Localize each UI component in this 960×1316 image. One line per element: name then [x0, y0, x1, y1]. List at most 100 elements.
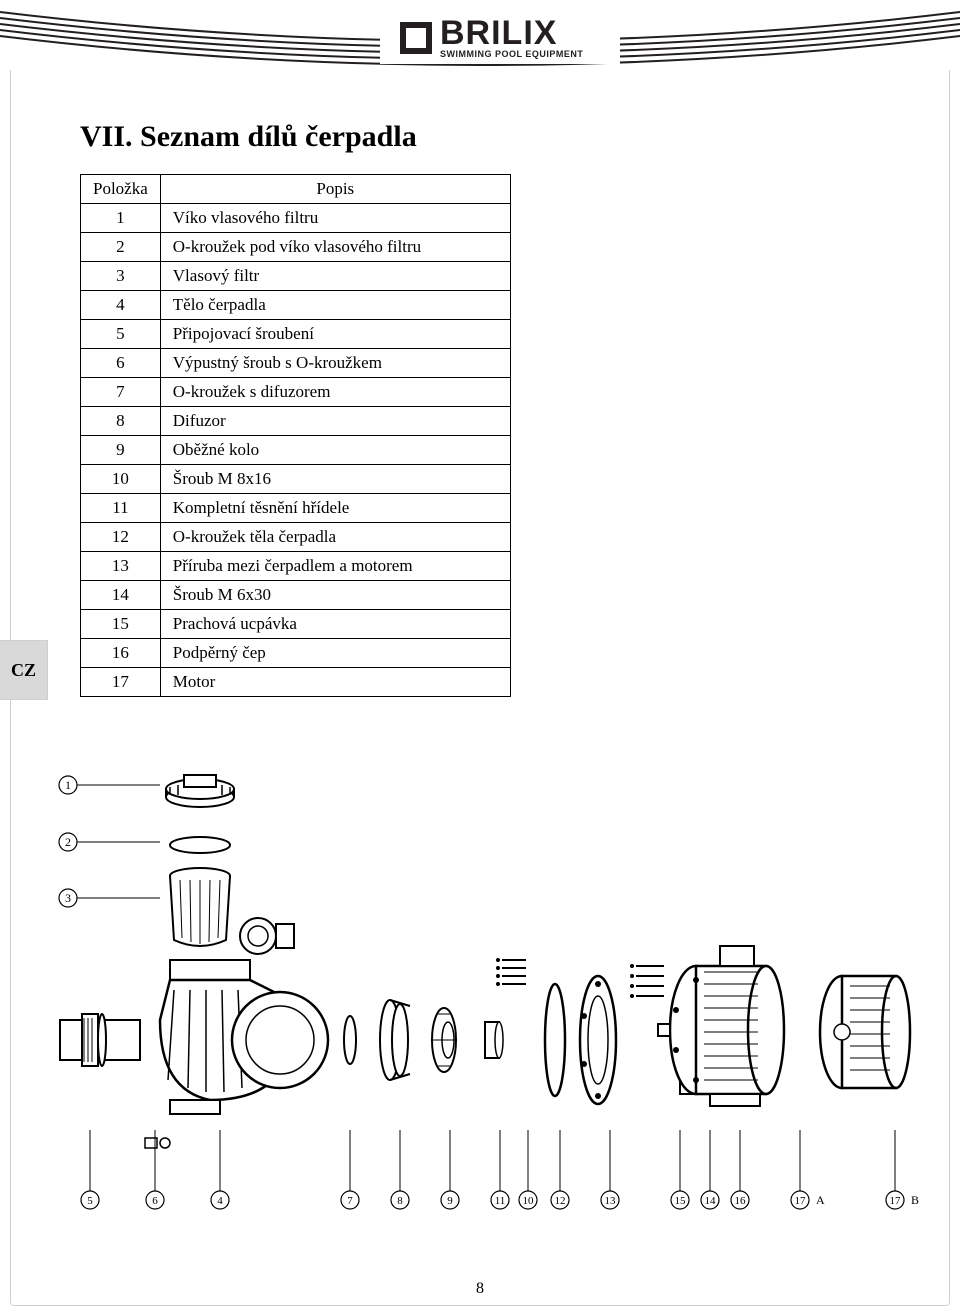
cell-item-desc: O-kroužek těla čerpadla: [160, 523, 510, 552]
callout-2: 2: [59, 833, 160, 851]
table-row: 1Víko vlasového filtru: [81, 204, 511, 233]
cell-item-desc: Tělo čerpadla: [160, 291, 510, 320]
svg-text:B: B: [911, 1193, 919, 1207]
table-row: 17Motor: [81, 668, 511, 697]
callout-10: 10: [519, 1130, 537, 1209]
cell-item-desc: Šroub M 6x30: [160, 581, 510, 610]
table-row: 5Připojovací šroubení: [81, 320, 511, 349]
svg-text:A: A: [816, 1193, 825, 1207]
cell-item-number: 5: [81, 320, 161, 349]
cell-item-number: 9: [81, 436, 161, 465]
table-row: 14Šroub M 6x30: [81, 581, 511, 610]
callout-14: 14: [701, 1130, 719, 1209]
svg-text:11: 11: [495, 1195, 506, 1207]
cell-item-desc: Prachová ucpávka: [160, 610, 510, 639]
table-row: 3Vlasový filtr: [81, 262, 511, 291]
svg-text:9: 9: [447, 1195, 453, 1207]
svg-text:4: 4: [217, 1195, 223, 1207]
cell-item-number: 11: [81, 494, 161, 523]
cell-item-desc: Difuzor: [160, 407, 510, 436]
cell-item-desc: Oběžné kolo: [160, 436, 510, 465]
svg-text:17: 17: [795, 1195, 807, 1207]
svg-text:6: 6: [152, 1195, 158, 1207]
svg-text:7: 7: [347, 1195, 353, 1207]
callout-15: 15: [671, 1130, 689, 1209]
table-row: 10Šroub M 8x16: [81, 465, 511, 494]
svg-text:5: 5: [87, 1195, 93, 1207]
svg-text:10: 10: [523, 1195, 535, 1207]
table-row: 4Tělo čerpadla: [81, 291, 511, 320]
cell-item-number: 14: [81, 581, 161, 610]
brand-tagline: SWIMMING POOL EQUIPMENT: [440, 49, 583, 59]
svg-text:8: 8: [397, 1195, 403, 1207]
cell-item-desc: Motor: [160, 668, 510, 697]
table-row: 7O-kroužek s difuzorem: [81, 378, 511, 407]
cell-item-number: 2: [81, 233, 161, 262]
cell-item-desc: Šroub M 8x16: [160, 465, 510, 494]
page-title: VII. Seznam dílů čerpadla: [80, 120, 880, 154]
cell-item-number: 6: [81, 349, 161, 378]
callout-11: 11: [491, 1130, 509, 1209]
table-row: 6Výpustný šroub s O-kroužkem: [81, 349, 511, 378]
callout-12: 12: [551, 1130, 569, 1209]
callout-1: 1: [59, 776, 160, 794]
page-number: 8: [0, 1280, 960, 1298]
cell-item-number: 7: [81, 378, 161, 407]
callout-4: 4: [211, 1130, 229, 1209]
svg-text:15: 15: [675, 1195, 687, 1207]
cell-item-number: 1: [81, 204, 161, 233]
table-row: 12O-kroužek těla čerpadla: [81, 523, 511, 552]
callout-7: 7: [341, 1130, 359, 1209]
col-header-desc: Popis: [160, 175, 510, 204]
cell-item-desc: O-kroužek s difuzorem: [160, 378, 510, 407]
table-row: 16Podpěrný čep: [81, 639, 511, 668]
callout-13: 13: [601, 1130, 619, 1209]
cell-item-number: 16: [81, 639, 161, 668]
parts-table: Položka Popis 1Víko vlasového filtru2O-k…: [80, 174, 511, 697]
table-row: 13Příruba mezi čerpadlem a motorem: [81, 552, 511, 581]
cell-item-desc: Výpustný šroub s O-kroužkem: [160, 349, 510, 378]
callout-16: 16: [731, 1130, 749, 1209]
col-header-item: Položka: [81, 175, 161, 204]
cell-item-desc: Příruba mezi čerpadlem a motorem: [160, 552, 510, 581]
callout-3: 3: [59, 889, 160, 907]
cell-item-number: 3: [81, 262, 161, 291]
cell-item-desc: Kompletní těsnění hřídele: [160, 494, 510, 523]
callout-17-B: 17 B: [886, 1130, 919, 1209]
svg-text:17: 17: [890, 1195, 902, 1207]
cell-item-desc: Podpěrný čep: [160, 639, 510, 668]
table-row: 11Kompletní těsnění hřídele: [81, 494, 511, 523]
table-row: 9Oběžné kolo: [81, 436, 511, 465]
callout-8: 8: [391, 1130, 409, 1209]
svg-text:1: 1: [65, 778, 71, 792]
brand-name: BRILIX: [440, 18, 557, 49]
cell-item-number: 17: [81, 668, 161, 697]
table-row: 2O-kroužek pod víko vlasového filtru: [81, 233, 511, 262]
svg-text:3: 3: [65, 891, 71, 905]
callout-5: 5: [81, 1130, 99, 1209]
svg-text:12: 12: [555, 1195, 566, 1207]
svg-text:16: 16: [735, 1195, 747, 1207]
callout-17-A: 17 A: [791, 1130, 825, 1209]
cell-item-number: 13: [81, 552, 161, 581]
cell-item-number: 8: [81, 407, 161, 436]
svg-text:13: 13: [605, 1195, 617, 1207]
cell-item-number: 12: [81, 523, 161, 552]
exploded-diagram: 123: [50, 770, 920, 1230]
cell-item-number: 4: [81, 291, 161, 320]
brand-logo: BRILIX SWIMMING POOL EQUIPMENT: [400, 18, 583, 59]
main-content: VII. Seznam dílů čerpadla Položka Popis …: [80, 120, 880, 697]
svg-text:2: 2: [65, 835, 71, 849]
svg-text:14: 14: [705, 1195, 717, 1207]
callout-9: 9: [441, 1130, 459, 1209]
cell-item-number: 10: [81, 465, 161, 494]
cell-item-desc: Vlasový filtr: [160, 262, 510, 291]
cell-item-desc: Připojovací šroubení: [160, 320, 510, 349]
table-row: 8Difuzor: [81, 407, 511, 436]
language-tab: CZ: [0, 640, 48, 700]
logo-mark-icon: [400, 22, 432, 54]
cell-item-number: 15: [81, 610, 161, 639]
cell-item-desc: Víko vlasového filtru: [160, 204, 510, 233]
table-row: 15Prachová ucpávka: [81, 610, 511, 639]
cell-item-desc: O-kroužek pod víko vlasového filtru: [160, 233, 510, 262]
